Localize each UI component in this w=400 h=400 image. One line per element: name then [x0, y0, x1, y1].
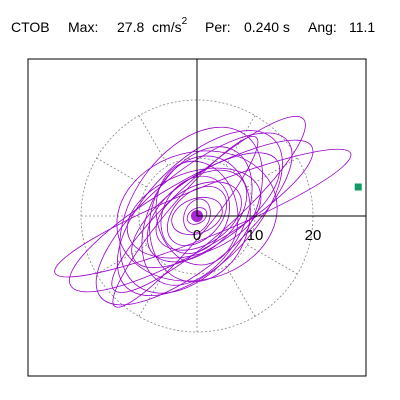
orbit-loop-6	[131, 152, 281, 269]
header: CTOB Max: 27.8 cm/s2 Per: 0.240 s Ang: 1…	[0, 0, 400, 48]
max-unit: cm/s	[152, 19, 182, 35]
peak-marker	[354, 183, 362, 191]
grid-spoke-150	[96, 157, 147, 188]
ang-value: 11.1	[349, 19, 376, 35]
orbit-trace	[54, 115, 352, 308]
orbit-loop-2	[68, 139, 314, 293]
orbit-loop-11	[155, 160, 239, 266]
orbit-loop-18	[112, 135, 259, 308]
orbit-loop-5	[119, 126, 263, 294]
axes	[196, 59, 366, 217]
radial-tick-labels: 10 20 0	[193, 227, 322, 244]
per-label: Per:	[205, 19, 231, 35]
orbit-loop-14	[167, 186, 227, 246]
orbit-loop-17	[186, 207, 208, 225]
orbit-loop-19	[116, 150, 278, 282]
grid-spoke-120	[138, 115, 169, 166]
per-value: 0.240 s	[244, 19, 290, 35]
ang-label: Ang:	[308, 19, 337, 35]
grid-spoke-330	[247, 244, 298, 275]
tick-label-20: 20	[305, 227, 322, 244]
station-code: CTOB	[11, 19, 50, 35]
orbit-loop-16	[183, 198, 211, 234]
peak-marker-group	[354, 183, 362, 191]
grid-spoke-240	[138, 266, 169, 317]
max-label: Max:	[68, 19, 99, 35]
orbit-loop-20	[111, 115, 306, 293]
orbit-loop-9	[149, 155, 251, 283]
grid-spoke-300	[225, 266, 256, 317]
max-unit-exponent: 2	[181, 16, 188, 28]
max-value: 27.8	[117, 19, 145, 35]
tick-label-0: 0	[193, 227, 201, 244]
orbit-loop-12	[155, 181, 242, 251]
orbit-loop-4	[116, 130, 283, 297]
max-value-group: 27.8 cm/s2	[117, 16, 188, 35]
orbit-loop-3	[95, 132, 293, 306]
tick-label-10: 10	[247, 227, 264, 244]
